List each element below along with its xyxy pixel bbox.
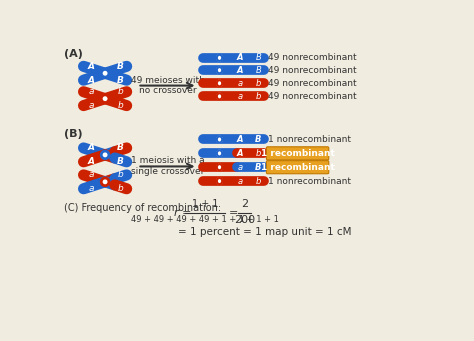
Text: A: A	[88, 144, 95, 152]
Text: b: b	[255, 149, 261, 158]
Text: 49 meioses with
no crossover: 49 meioses with no crossover	[130, 76, 204, 95]
Text: (C) Frequency of recombination:: (C) Frequency of recombination:	[64, 203, 221, 213]
Text: B: B	[117, 144, 124, 152]
Text: b: b	[255, 177, 261, 186]
Text: A: A	[237, 66, 243, 75]
Text: 1 + 1: 1 + 1	[192, 199, 219, 209]
Ellipse shape	[217, 150, 222, 157]
Text: 200: 200	[234, 215, 255, 225]
Text: A: A	[88, 157, 95, 166]
Text: a: a	[89, 184, 94, 193]
Text: 49 nonrecombinant: 49 nonrecombinant	[268, 92, 357, 101]
Text: 49 nonrecombinant: 49 nonrecombinant	[268, 53, 357, 62]
Ellipse shape	[217, 178, 222, 184]
Text: 1 nonrecombinant: 1 nonrecombinant	[268, 135, 351, 144]
Circle shape	[101, 95, 109, 103]
Text: a: a	[89, 101, 94, 110]
Text: 1 recombinant: 1 recombinant	[261, 163, 335, 172]
Text: b: b	[118, 101, 123, 110]
Text: A: A	[237, 53, 243, 62]
Circle shape	[101, 151, 109, 159]
Text: B: B	[117, 157, 124, 166]
Text: B: B	[255, 163, 262, 172]
Text: b: b	[118, 170, 123, 179]
Text: (B): (B)	[64, 130, 83, 139]
FancyBboxPatch shape	[266, 161, 329, 174]
Text: a: a	[237, 177, 242, 186]
Ellipse shape	[217, 55, 222, 61]
Text: b: b	[118, 184, 123, 193]
Text: B: B	[255, 66, 261, 75]
Ellipse shape	[217, 80, 222, 86]
Text: 1 recombinant: 1 recombinant	[261, 149, 335, 158]
Circle shape	[101, 70, 109, 77]
Ellipse shape	[217, 67, 222, 73]
Text: a: a	[237, 79, 242, 88]
Text: A: A	[237, 149, 243, 158]
Text: b: b	[118, 87, 123, 96]
Text: a: a	[89, 170, 94, 179]
FancyBboxPatch shape	[266, 147, 329, 160]
Text: A: A	[237, 135, 243, 144]
Ellipse shape	[217, 136, 222, 143]
Text: 49 + 49 + 49 + 49 + 1 + 1 + 1 + 1: 49 + 49 + 49 + 49 + 1 + 1 + 1 + 1	[131, 215, 279, 224]
Text: 1 meiosis with a
single crossover: 1 meiosis with a single crossover	[131, 157, 204, 176]
Text: a: a	[237, 163, 242, 172]
Circle shape	[101, 178, 109, 186]
Text: b: b	[255, 92, 261, 101]
Text: 49 nonrecombinant: 49 nonrecombinant	[268, 66, 357, 75]
Text: r =: r =	[174, 208, 192, 218]
Text: B: B	[117, 76, 124, 85]
Text: B: B	[255, 53, 261, 62]
Text: B: B	[255, 135, 262, 144]
Text: B: B	[117, 62, 124, 71]
Text: a: a	[237, 92, 242, 101]
Text: A: A	[88, 62, 95, 71]
Text: 2: 2	[241, 199, 248, 209]
Text: b: b	[255, 79, 261, 88]
Text: = 1 percent = 1 map unit = 1 cM: = 1 percent = 1 map unit = 1 cM	[178, 227, 352, 237]
Text: (A): (A)	[64, 49, 83, 59]
Text: =: =	[229, 208, 238, 218]
Text: A: A	[88, 76, 95, 85]
Text: 1 nonrecombinant: 1 nonrecombinant	[268, 177, 351, 186]
Text: a: a	[89, 87, 94, 96]
Ellipse shape	[217, 164, 222, 170]
Ellipse shape	[217, 93, 222, 100]
Text: 49 nonrecombinant: 49 nonrecombinant	[268, 79, 357, 88]
